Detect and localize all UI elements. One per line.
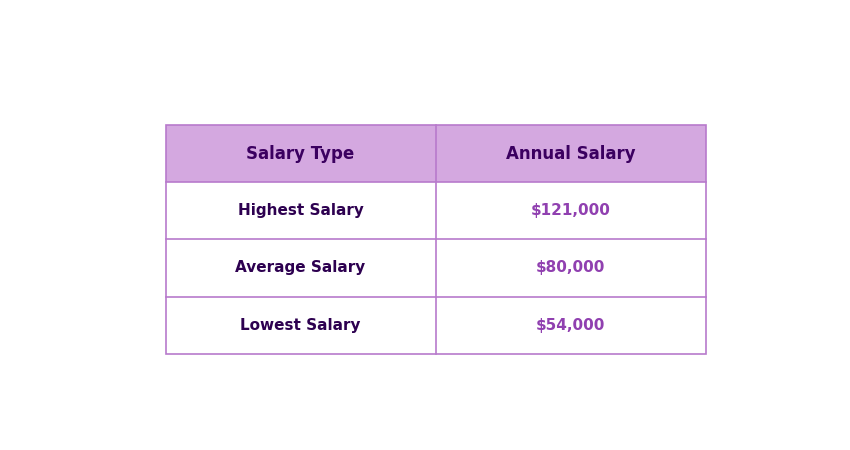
Text: Salary Type: Salary Type (246, 144, 354, 162)
Bar (166, 182, 706, 239)
Bar (166, 297, 706, 354)
Bar (166, 125, 706, 182)
Text: Annual Salary: Annual Salary (506, 144, 636, 162)
Text: $121,000: $121,000 (530, 203, 610, 218)
Text: $54,000: $54,000 (536, 318, 605, 333)
Text: Lowest Salary: Lowest Salary (241, 318, 361, 333)
Text: $80,000: $80,000 (536, 261, 605, 275)
Bar (166, 239, 706, 297)
Text: Highest Salary: Highest Salary (238, 203, 364, 218)
Text: Average Salary: Average Salary (235, 261, 366, 275)
Bar (166, 125, 706, 354)
